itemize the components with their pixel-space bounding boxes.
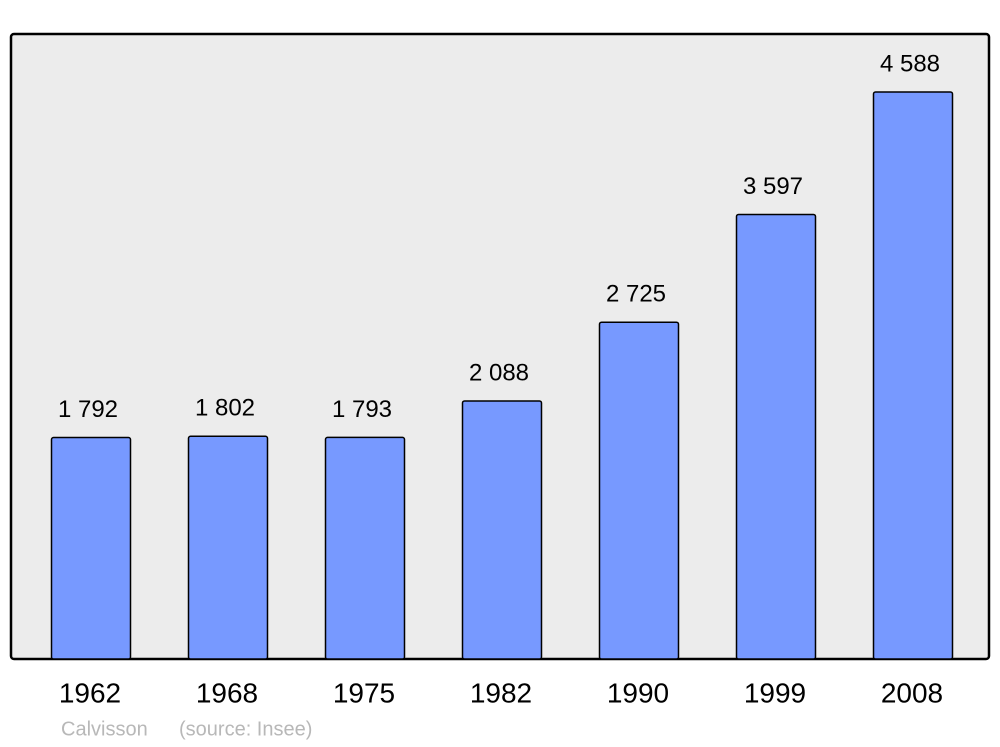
value-label: 3 597	[743, 173, 803, 200]
x-tick-label: 1975	[333, 677, 395, 708]
value-label: 2 088	[469, 359, 529, 386]
value-label: 2 725	[606, 281, 666, 308]
source: (source: Insee)	[179, 718, 312, 740]
x-tick-label: 1999	[744, 677, 806, 708]
x-tick-label: 1968	[196, 677, 258, 708]
bar	[50, 436, 132, 660]
bar	[461, 400, 543, 660]
bar	[735, 213, 817, 660]
x-tick-label: 1982	[470, 677, 532, 708]
bar	[872, 91, 954, 660]
value-label: 1 793	[332, 396, 392, 423]
value-label: 4 588	[880, 50, 940, 77]
bar	[598, 321, 680, 660]
x-tick-label: 2008	[881, 677, 943, 708]
x-tick-label: 1962	[59, 677, 121, 708]
bar	[324, 436, 406, 660]
x-tick-label: 1990	[607, 677, 669, 708]
value-label: 1 792	[58, 396, 118, 423]
caption: Calvisson	[61, 718, 148, 740]
bar	[187, 435, 269, 660]
value-label: 1 802	[195, 395, 255, 422]
